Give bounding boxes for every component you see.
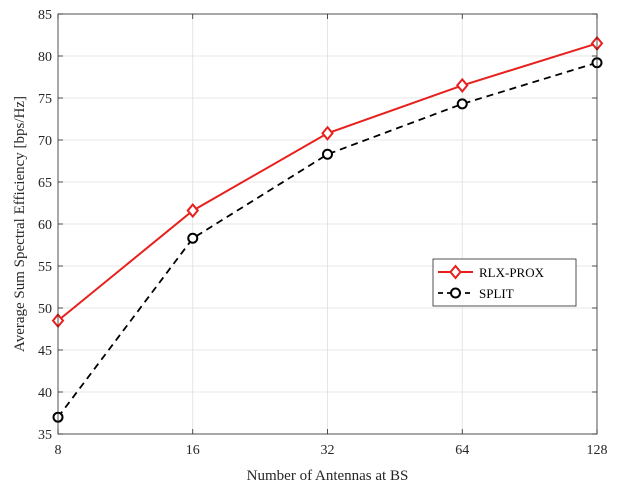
x-tick-label: 16 <box>186 443 200 458</box>
y-axis-tick-labels: 35 40 45 50 55 60 65 70 75 80 85 <box>38 8 52 443</box>
x-axis-label: Number of Antennas at BS <box>247 468 409 484</box>
data-point-split <box>322 148 333 160</box>
y-tick-label: 35 <box>38 428 52 443</box>
y-tick-label: 60 <box>38 218 52 233</box>
legend: RLX-PROX SPLIT <box>432 258 577 307</box>
data-point-split <box>456 98 468 110</box>
x-tick-label: 64 <box>455 443 469 458</box>
data-point-rlx-prox <box>455 77 469 93</box>
x-tick-label: 8 <box>55 443 62 458</box>
x-axis-tick-labels: 8 16 32 64 128 <box>55 443 608 458</box>
y-tick-label: 40 <box>38 386 52 401</box>
series-layer <box>51 35 604 423</box>
y-tick-label: 85 <box>38 8 52 23</box>
y-tick-label: 75 <box>38 92 52 107</box>
data-point-rlx-prox <box>186 202 200 219</box>
y-tick-label: 65 <box>38 176 52 191</box>
x-tick-label: 32 <box>321 443 335 458</box>
series-line-split <box>57 61 598 418</box>
y-tick-label: 50 <box>38 302 52 317</box>
y-tick-label: 70 <box>38 134 52 149</box>
axis-ticks <box>57 13 598 435</box>
legend-label-rlx-prox: RLX-PROX <box>479 265 545 280</box>
legend-entry-rlx-prox: RLX-PROX <box>438 264 545 280</box>
y-axis-label: Average Sum Spectral Efficiency [bps/Hz] <box>12 96 28 352</box>
data-point-split <box>187 232 199 244</box>
legend-marker-circle <box>450 287 461 299</box>
data-point-rlx-prox <box>321 125 334 141</box>
y-tick-label: 80 <box>38 50 52 65</box>
x-tick-label: 128 <box>587 443 608 458</box>
legend-label-split: SPLIT <box>479 286 514 301</box>
y-tick-label: 45 <box>38 344 52 359</box>
legend-entry-split: SPLIT <box>438 286 514 301</box>
y-tick-label: 55 <box>38 260 52 275</box>
legend-marker-diamond <box>449 264 462 280</box>
